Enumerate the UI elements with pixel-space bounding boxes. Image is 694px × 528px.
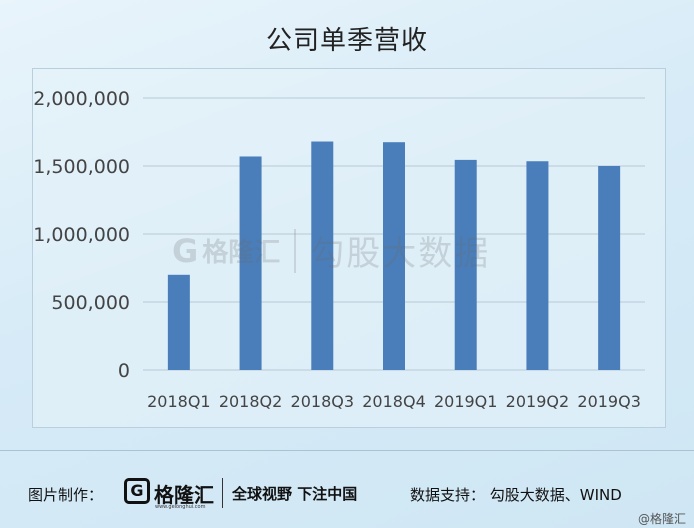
bar-2019Q1 xyxy=(454,159,477,370)
x-tick-label: 2018Q4 xyxy=(362,392,426,411)
x-tick-label: 2019Q2 xyxy=(506,392,570,411)
y-tick-label: 500,000 xyxy=(51,292,130,314)
footer-separator xyxy=(222,478,223,508)
data-source-label: 数据支持： 勾股大数据、WIND xyxy=(410,486,622,504)
bar-2019Q2 xyxy=(526,161,549,370)
y-tick-label: 2,000,000 xyxy=(33,88,130,110)
x-tick-label: 2018Q2 xyxy=(219,392,283,411)
gelonghui-logo-icon: G xyxy=(124,478,150,504)
y-tick-label: 1,500,000 xyxy=(33,156,130,178)
bar-2018Q3 xyxy=(311,141,334,370)
copyright: @格隆汇 xyxy=(637,512,686,526)
footer: 图片制作： G 格隆汇 www.gelonghui.com 全球视野 下注中国 … xyxy=(0,470,694,510)
x-tick-label: 2019Q1 xyxy=(434,392,498,411)
logo-name: 格隆汇 xyxy=(154,483,214,507)
made-by-label: 图片制作： xyxy=(28,486,104,504)
slogan: 全球视野 下注中国 xyxy=(232,485,358,503)
bar-2018Q2 xyxy=(239,156,262,370)
y-tick-label: 1,000,000 xyxy=(33,224,130,246)
footer-divider xyxy=(0,450,694,451)
logo-url: www.gelonghui.com xyxy=(155,504,206,510)
x-tick-label: 2019Q3 xyxy=(577,392,641,411)
bar-chart: 0 500,000 1,000,000 1,500,000 2,000,000 2018Q… xyxy=(33,88,645,411)
bar-2018Q1 xyxy=(167,274,190,370)
x-tick-label: 2018Q1 xyxy=(147,392,211,411)
x-tick-label: 2018Q3 xyxy=(291,392,355,411)
y-tick-label: 0 xyxy=(118,360,130,382)
bar-2018Q4 xyxy=(383,142,405,370)
plot-area xyxy=(32,68,666,428)
bar-2019Q3 xyxy=(598,166,621,370)
chart-title: 公司单季营收 xyxy=(265,26,428,56)
